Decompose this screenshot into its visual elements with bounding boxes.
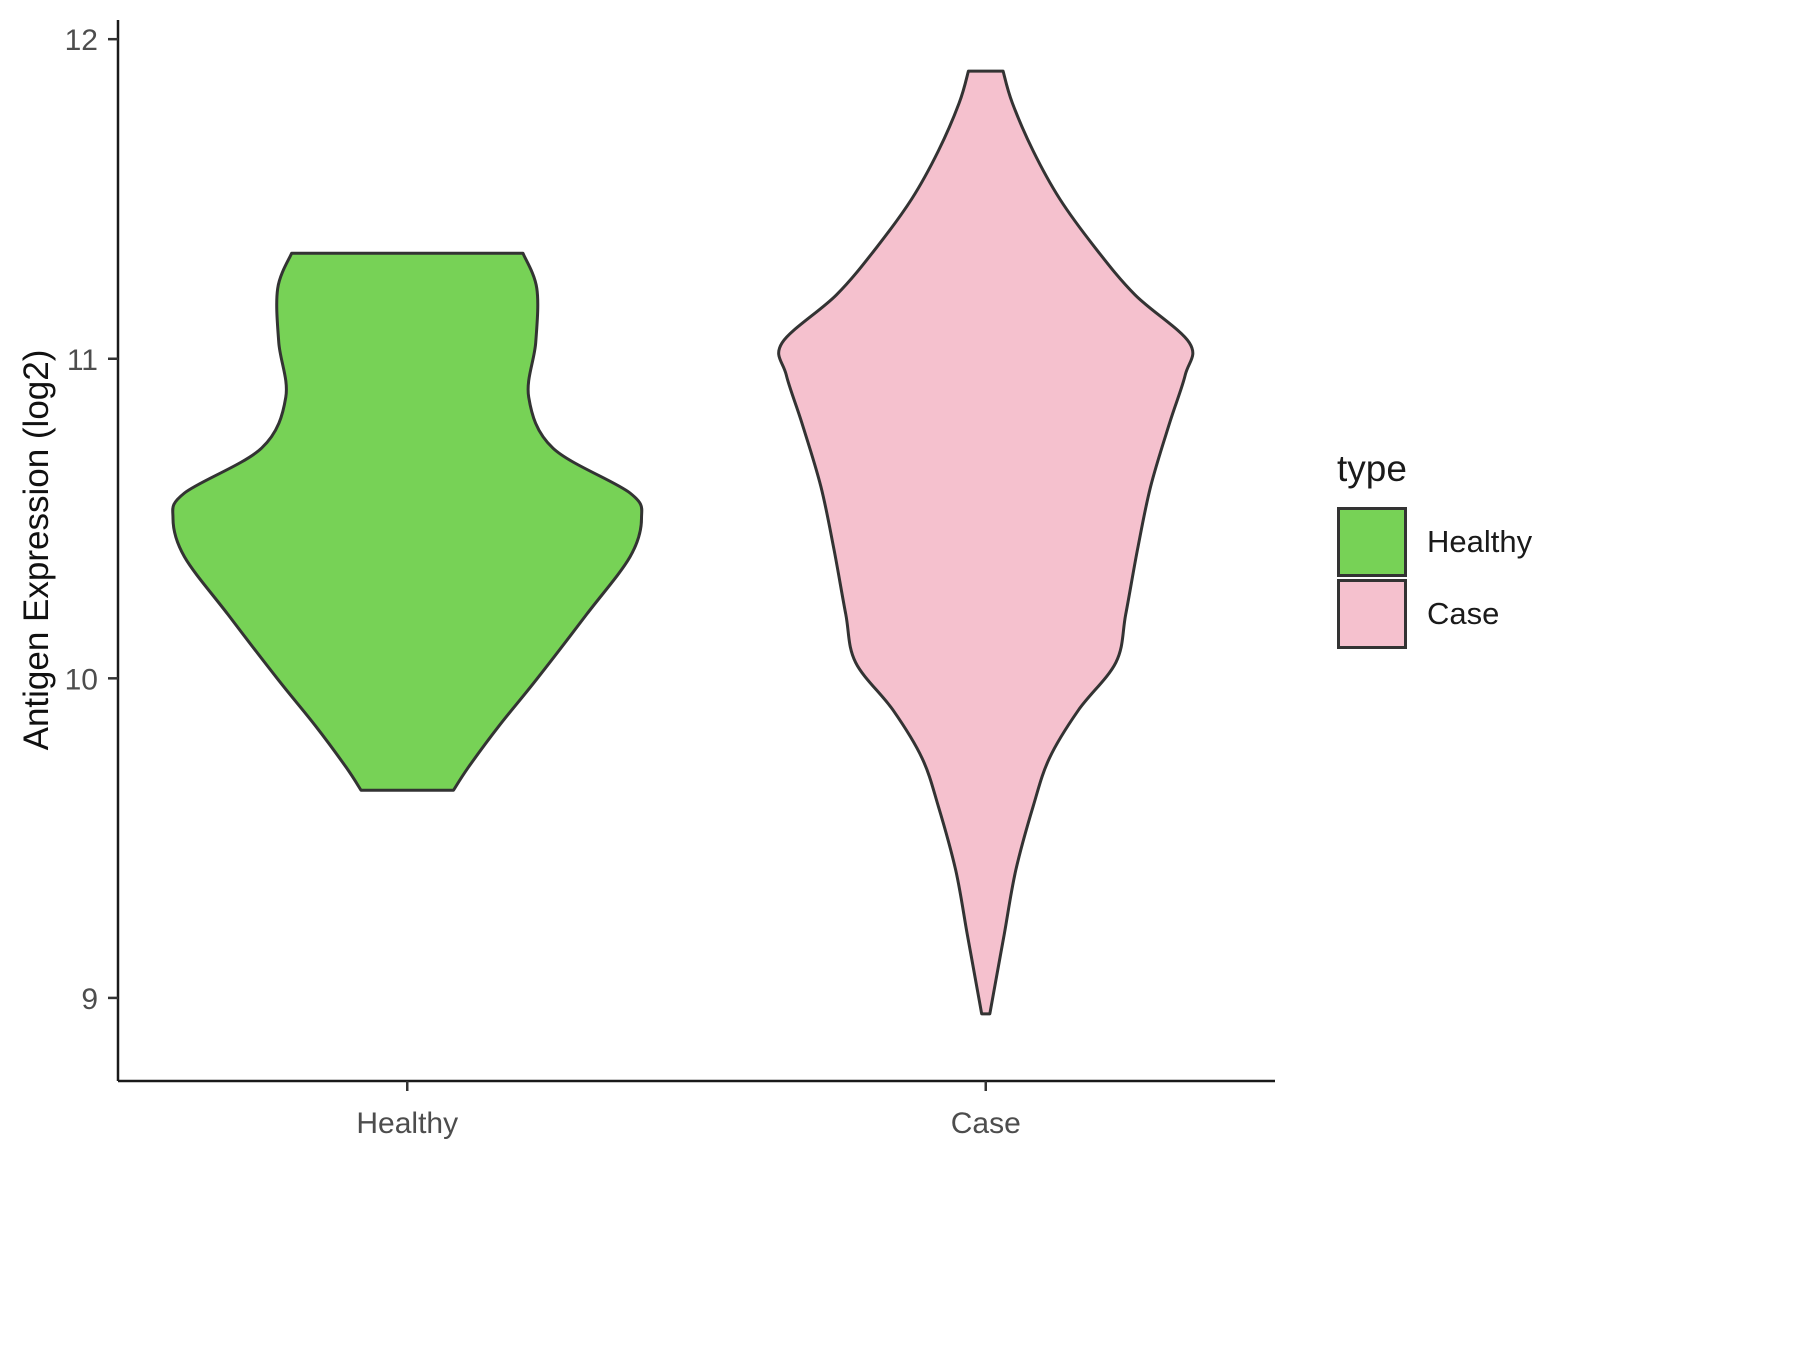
legend-title: type: [1337, 448, 1407, 489]
y-tick-label: 12: [65, 24, 98, 57]
legend-swatch-healthy: [1337, 507, 1407, 577]
legend-swatch-case: [1337, 579, 1407, 649]
legend-item-case: Case: [1337, 578, 1532, 650]
violin-case: [777, 69, 1195, 1016]
y-tick-label: 11: [67, 344, 98, 377]
x-tick-label-case: Case: [951, 1107, 1021, 1140]
legend: type Healthy Case: [1337, 448, 1532, 650]
legend-item-healthy: Healthy: [1337, 506, 1532, 578]
legend-label-healthy: Healthy: [1427, 524, 1533, 559]
x-tick-label-healthy: Healthy: [356, 1107, 458, 1140]
violin-healthy: [171, 251, 644, 792]
y-axis-title: Antigen Expression (log2): [17, 350, 56, 751]
y-tick-label: 10: [65, 663, 98, 696]
y-tick-label: 9: [81, 983, 98, 1016]
legend-label-case: Case: [1427, 596, 1500, 631]
